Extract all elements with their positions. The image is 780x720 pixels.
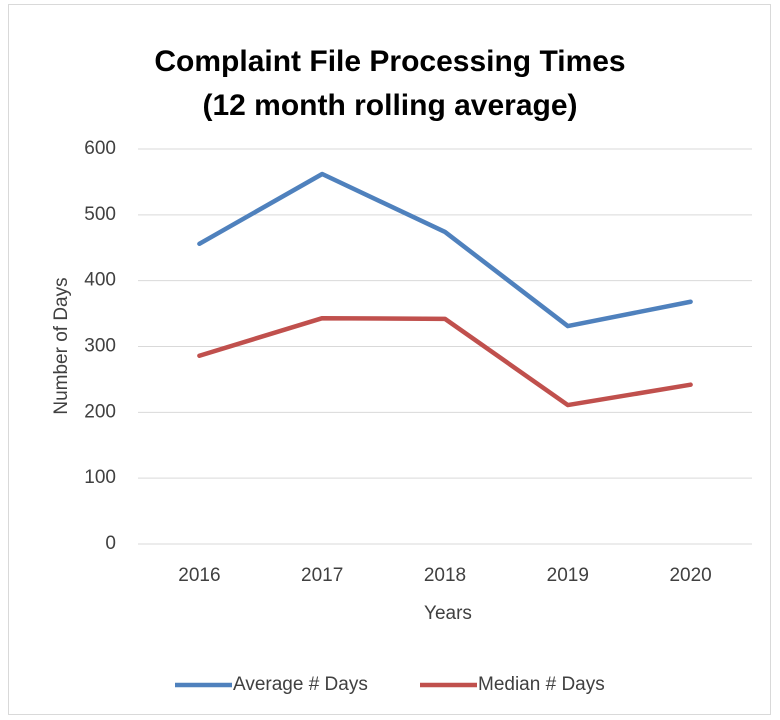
series-line: [197, 171, 693, 329]
y-tick-label: 0: [105, 533, 116, 554]
y-tick-label: 300: [84, 336, 116, 357]
legend-label: Median # Days: [478, 674, 605, 695]
y-tick-label: 200: [84, 401, 116, 422]
chart-title: Complaint File Processing Times (12 mont…: [154, 45, 626, 122]
x-tick-label: 2017: [301, 565, 343, 586]
y-tick-label: 400: [84, 270, 116, 291]
x-axis-label: Years: [424, 603, 472, 624]
y-tick-label: 100: [84, 467, 116, 488]
series-line: [197, 315, 693, 408]
y-tick-label: 600: [84, 138, 116, 159]
x-tick-label: 2016: [178, 565, 220, 586]
chart-frame: [8, 4, 771, 715]
y-axis-label: Number of Days: [51, 277, 72, 414]
x-tick-label: 2019: [547, 565, 589, 586]
x-tick-label: 2020: [669, 565, 711, 586]
y-tick-label: 500: [84, 204, 116, 225]
legend-label: Average # Days: [233, 674, 368, 695]
x-tick-label: 2018: [424, 565, 466, 586]
